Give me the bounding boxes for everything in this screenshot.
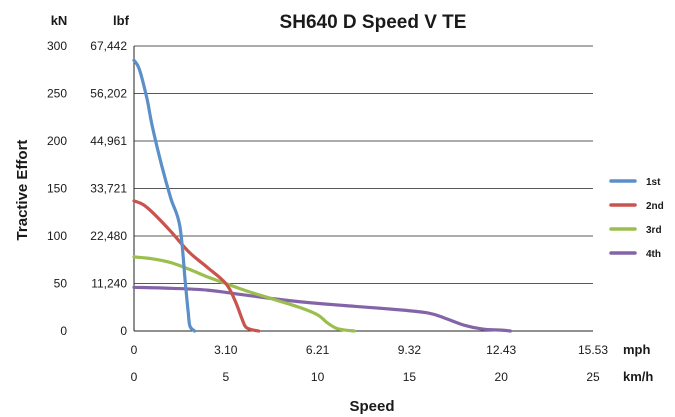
- y-tick-lbf-5: 56,202: [90, 87, 127, 101]
- series-line-1st: [132, 58, 197, 333]
- y-tick-kn-0: 0: [60, 324, 67, 338]
- y-axis-title: Tractive Effort: [14, 140, 31, 241]
- y-tick-kn-2: 100: [47, 229, 67, 243]
- x-tick-mph-3: 9.32: [398, 343, 422, 357]
- y-tick-lbf-2: 22,480: [90, 229, 127, 243]
- y-tick-kn-4: 200: [47, 134, 67, 148]
- x-tick-kmh-2: 10: [311, 370, 325, 384]
- x-tick-mph-1: 3.10: [214, 343, 238, 357]
- legend-label-4th: 4th: [646, 249, 661, 260]
- y-tick-lbf-6: 67,442: [90, 39, 127, 53]
- x-unit-primary: mph: [623, 342, 651, 357]
- x-tick-mph-5: 15.53: [578, 343, 608, 357]
- x-tick-kmh-0: 0: [131, 370, 138, 384]
- y-tick-lbf-4: 44,961: [90, 134, 127, 148]
- y-tick-lbf-0: 0: [120, 324, 127, 338]
- x-unit-secondary: km/h: [623, 369, 653, 384]
- y-tick-kn-5: 250: [47, 87, 67, 101]
- grid-layer: [134, 45, 593, 284]
- x-tick-kmh-1: 5: [222, 370, 229, 384]
- series-layer: [132, 58, 512, 333]
- x-tick-mph-4: 12.43: [486, 343, 516, 357]
- x-tick-kmh-3: 15: [403, 370, 417, 384]
- legend-label-2nd: 2nd: [646, 201, 664, 212]
- y-tick-lbf-1: 11,240: [91, 277, 127, 291]
- series-line-3rd: [132, 255, 356, 333]
- x-tick-kmh-5: 25: [586, 370, 600, 384]
- legend-label-1st: 1st: [646, 177, 661, 188]
- y-tick-kn-1: 50: [54, 277, 68, 291]
- y-tick-kn-3: 150: [47, 182, 67, 196]
- x-axis-title: Speed: [349, 398, 394, 415]
- chart-title: SH640 D Speed V TE: [280, 12, 467, 33]
- series-line-2nd: [132, 199, 261, 333]
- y-tick-lbf-3: 33,721: [90, 182, 127, 196]
- y-tick-kn-6: 300: [47, 39, 67, 53]
- y-unit-primary: kN: [51, 13, 68, 28]
- x-tick-kmh-4: 20: [495, 370, 509, 384]
- x-tick-mph-0: 0: [131, 343, 138, 357]
- legend-label-3rd: 3rd: [646, 225, 662, 236]
- series-line-4th: [132, 285, 512, 333]
- x-tick-mph-2: 6.21: [306, 343, 330, 357]
- legend: 1st 2nd 3rd 4th: [609, 177, 664, 260]
- y-unit-secondary: lbf: [113, 13, 130, 28]
